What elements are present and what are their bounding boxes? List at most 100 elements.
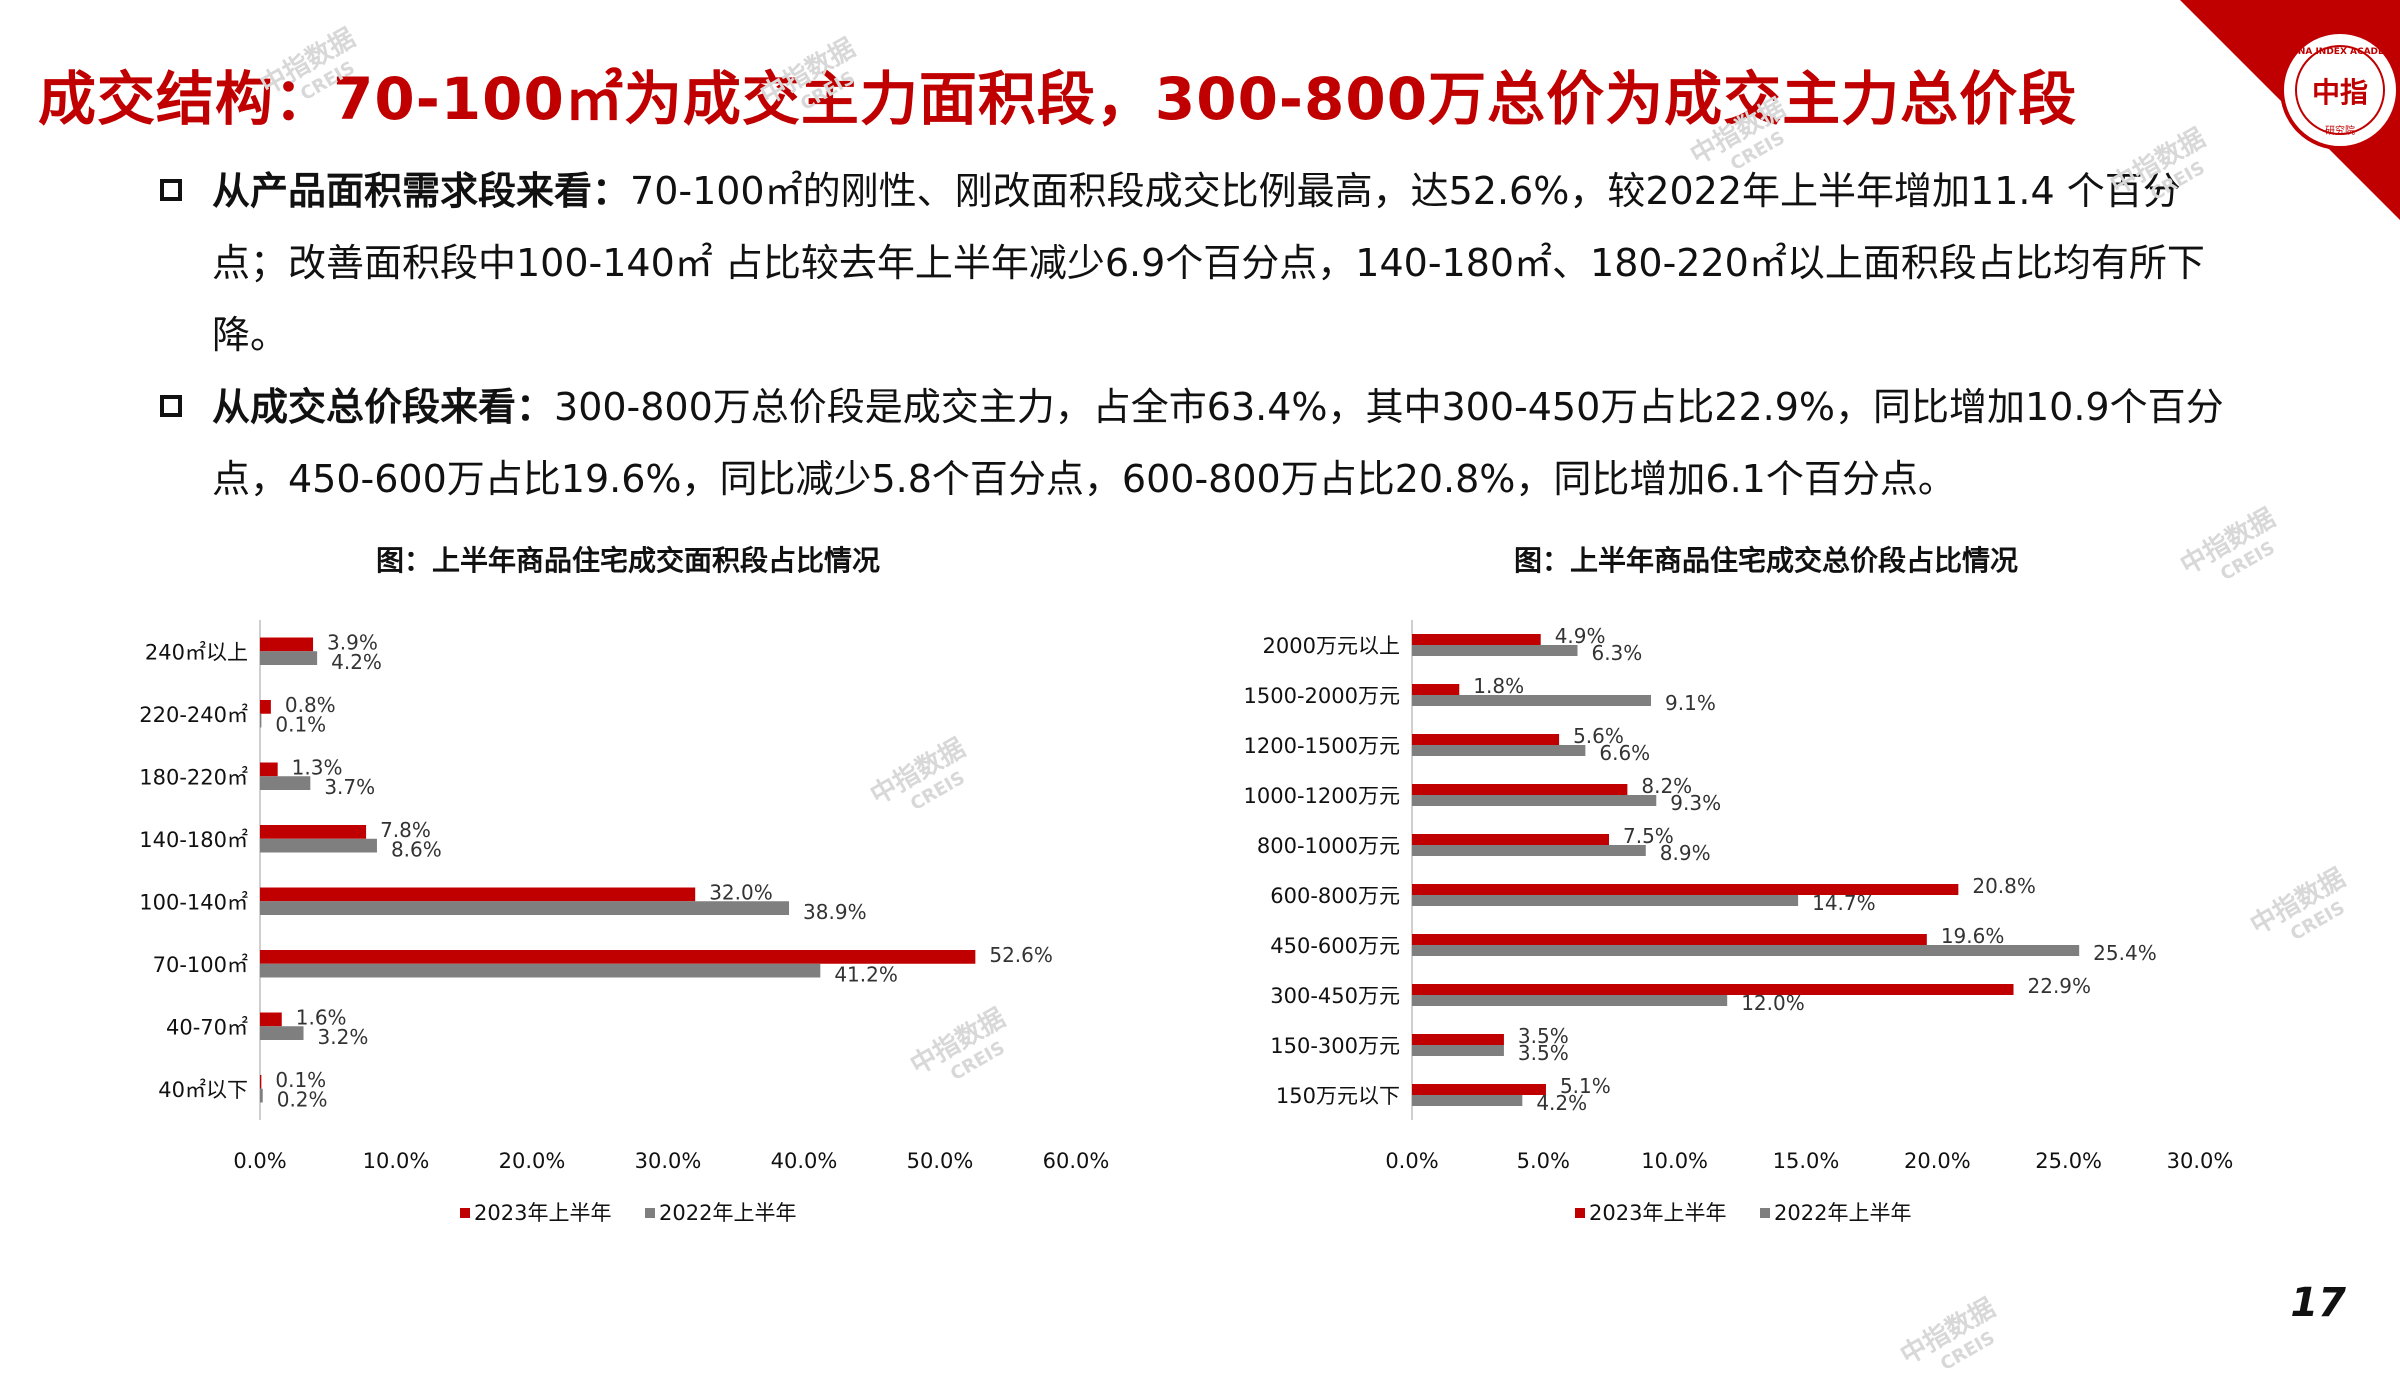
data-label: 25.4% <box>2093 941 2157 965</box>
data-label: 0.1% <box>275 1068 326 1092</box>
bar-2022 <box>1412 995 1728 1006</box>
category-label: 220-240㎡ <box>139 703 248 727</box>
chart-title: 图：上半年商品住宅成交面积段占比情况 <box>376 544 880 577</box>
legend-swatch <box>645 1208 655 1218</box>
category-label: 300-450万元 <box>1270 984 1400 1008</box>
bullet-body: 70-100㎡的刚性、刚改面积段成交比例最高，达52.6%，较2022年上半年增… <box>212 169 2205 357</box>
checkbox-square-icon <box>160 179 182 201</box>
legend-label: 2022年上半年 <box>659 1201 796 1225</box>
category-label: 2000万元以上 <box>1263 634 1400 658</box>
logo-text: CHINA INDEX ACADEMY <box>2280 47 2400 57</box>
data-label: 3.7% <box>324 775 375 799</box>
data-label: 3.5% <box>1518 1041 1569 1065</box>
data-label: 0.2% <box>277 1088 328 1112</box>
category-label: 150万元以下 <box>1276 1084 1400 1108</box>
data-label: 4.9% <box>1555 624 1606 648</box>
data-label: 8.9% <box>1660 841 1711 865</box>
category-label: 70-100㎡ <box>153 953 248 977</box>
bar-2023 <box>1412 984 2014 995</box>
legend-swatch <box>1575 1208 1585 1218</box>
bar-2022 <box>1412 695 1652 706</box>
category-label: 450-600万元 <box>1270 934 1400 958</box>
bar-2022 <box>260 838 377 853</box>
data-label: 52.6% <box>989 943 1053 967</box>
x-tick-label: 20.0% <box>1904 1149 1971 1173</box>
bar-2023 <box>1412 734 1560 745</box>
data-label: 14.7% <box>1812 891 1876 915</box>
category-label: 100-140㎡ <box>139 890 248 914</box>
category-label: 600-800万元 <box>1270 884 1400 908</box>
logo-corner: 中指 CHINA INDEX ACADEMY 研究院 <box>2180 0 2400 220</box>
checkbox-square-icon <box>160 395 182 417</box>
bullet-list: 从产品面积需求段来看：70-100㎡的刚性、刚改面积段成交比例最高，达52.6%… <box>160 155 2240 515</box>
chart-title: 图：上半年商品住宅成交总价段占比情况 <box>1514 544 2018 577</box>
data-label: 1.3% <box>292 755 343 779</box>
bar-2023 <box>1412 684 1460 695</box>
data-label: 8.2% <box>1641 774 1692 798</box>
data-label: 19.6% <box>1941 924 2005 948</box>
bar-2022 <box>260 713 262 728</box>
bullet-area: 从产品面积需求段来看：70-100㎡的刚性、刚改面积段成交比例最高，达52.6%… <box>160 155 2240 371</box>
data-label: 0.1% <box>275 713 326 737</box>
bar-2023 <box>260 887 696 902</box>
category-label: 1000-1200万元 <box>1244 784 1400 808</box>
x-tick-label: 10.0% <box>363 1149 430 1173</box>
x-tick-label: 20.0% <box>499 1149 566 1173</box>
bullet-body: 300-800万总价段是成交主力，占全市63.4%，其中300-450万占比22… <box>212 385 2224 501</box>
data-label: 7.5% <box>1623 824 1674 848</box>
category-label: 1500-2000万元 <box>1244 684 1400 708</box>
category-label: 240㎡以上 <box>145 640 248 664</box>
data-label: 5.6% <box>1573 724 1624 748</box>
page-number: 17 <box>2290 1280 2346 1326</box>
bullet-head: 从产品面积需求段来看： <box>212 169 631 213</box>
bar-2023 <box>1412 784 1628 795</box>
data-label: 41.2% <box>834 963 898 987</box>
x-tick-label: 30.0% <box>635 1149 702 1173</box>
data-label: 9.1% <box>1665 691 1716 715</box>
price-chart-svg: 图：上半年商品住宅成交总价段占比情况 2000万元以上 4.9%6.3% 1500-2… <box>1244 544 2234 1225</box>
data-label: 1.6% <box>296 1005 347 1029</box>
x-tick-label: 40.0% <box>771 1149 838 1173</box>
bar-2023 <box>1412 1034 1504 1045</box>
bar-2023 <box>1412 834 1609 845</box>
price-chart: 图：上半年商品住宅成交总价段占比情况 2000万元以上 4.9% 6.3% 1500-2… <box>1220 530 2280 1254</box>
data-label: 1.8% <box>1473 674 1524 698</box>
area-chart-svg: 图：上半年商品住宅成交面积段占比情况 240㎡以上 3.9%4.2% 220-240㎡… <box>139 544 1110 1225</box>
x-tick-label: 50.0% <box>907 1149 974 1173</box>
data-label: 6.6% <box>1599 741 1650 765</box>
watermark: 中指数据 CREIS <box>1895 1293 2001 1376</box>
data-label: 6.3% <box>1591 641 1642 665</box>
data-label: 5.1% <box>1560 1074 1611 1098</box>
data-label: 3.9% <box>327 630 378 654</box>
data-label: 3.2% <box>318 1025 369 1049</box>
bar-2023 <box>260 950 976 964</box>
x-tick-label: 10.0% <box>1641 1149 1708 1173</box>
x-tick-label: 15.0% <box>1773 1149 1840 1173</box>
bar-2023 <box>1412 934 1927 945</box>
data-label: 32.0% <box>709 880 773 904</box>
data-label: 22.9% <box>2028 974 2092 998</box>
category-label: 40-70㎡ <box>166 1015 248 1039</box>
bullet-head: 从成交总价段来看： <box>212 385 555 429</box>
bar-2022 <box>1412 795 1657 806</box>
bar-2022 <box>1412 895 1799 906</box>
bar-2022 <box>260 901 790 915</box>
data-label: 12.0% <box>1741 991 1805 1015</box>
category-label: 150-300万元 <box>1270 1034 1400 1058</box>
bar-2022 <box>260 963 821 978</box>
x-tick-label: 60.0% <box>1043 1149 1110 1173</box>
data-label: 0.8% <box>285 693 336 717</box>
bar-2023 <box>1412 1084 1546 1095</box>
x-tick-label: 0.0% <box>1385 1149 1438 1173</box>
bar-2022 <box>260 1088 263 1103</box>
bar-2023 <box>260 637 314 652</box>
bar-2022 <box>1412 1045 1504 1056</box>
bar-2023 <box>260 700 271 714</box>
bar-2023 <box>260 1075 262 1089</box>
bar-2022 <box>1412 845 1646 856</box>
area-chart: 图：上半年商品住宅成交面积段占比情况 240㎡以上 3.9% 4.2% 220-240㎡… <box>100 530 1160 1254</box>
data-label: 20.8% <box>1972 874 2036 898</box>
logo-mark: 中指 <box>2312 76 2368 109</box>
bar-2022 <box>260 776 311 790</box>
page-title: 成交结构：70-100㎡为成交主力面积段，300-800万总价为成交主力总价段 <box>38 65 2078 133</box>
